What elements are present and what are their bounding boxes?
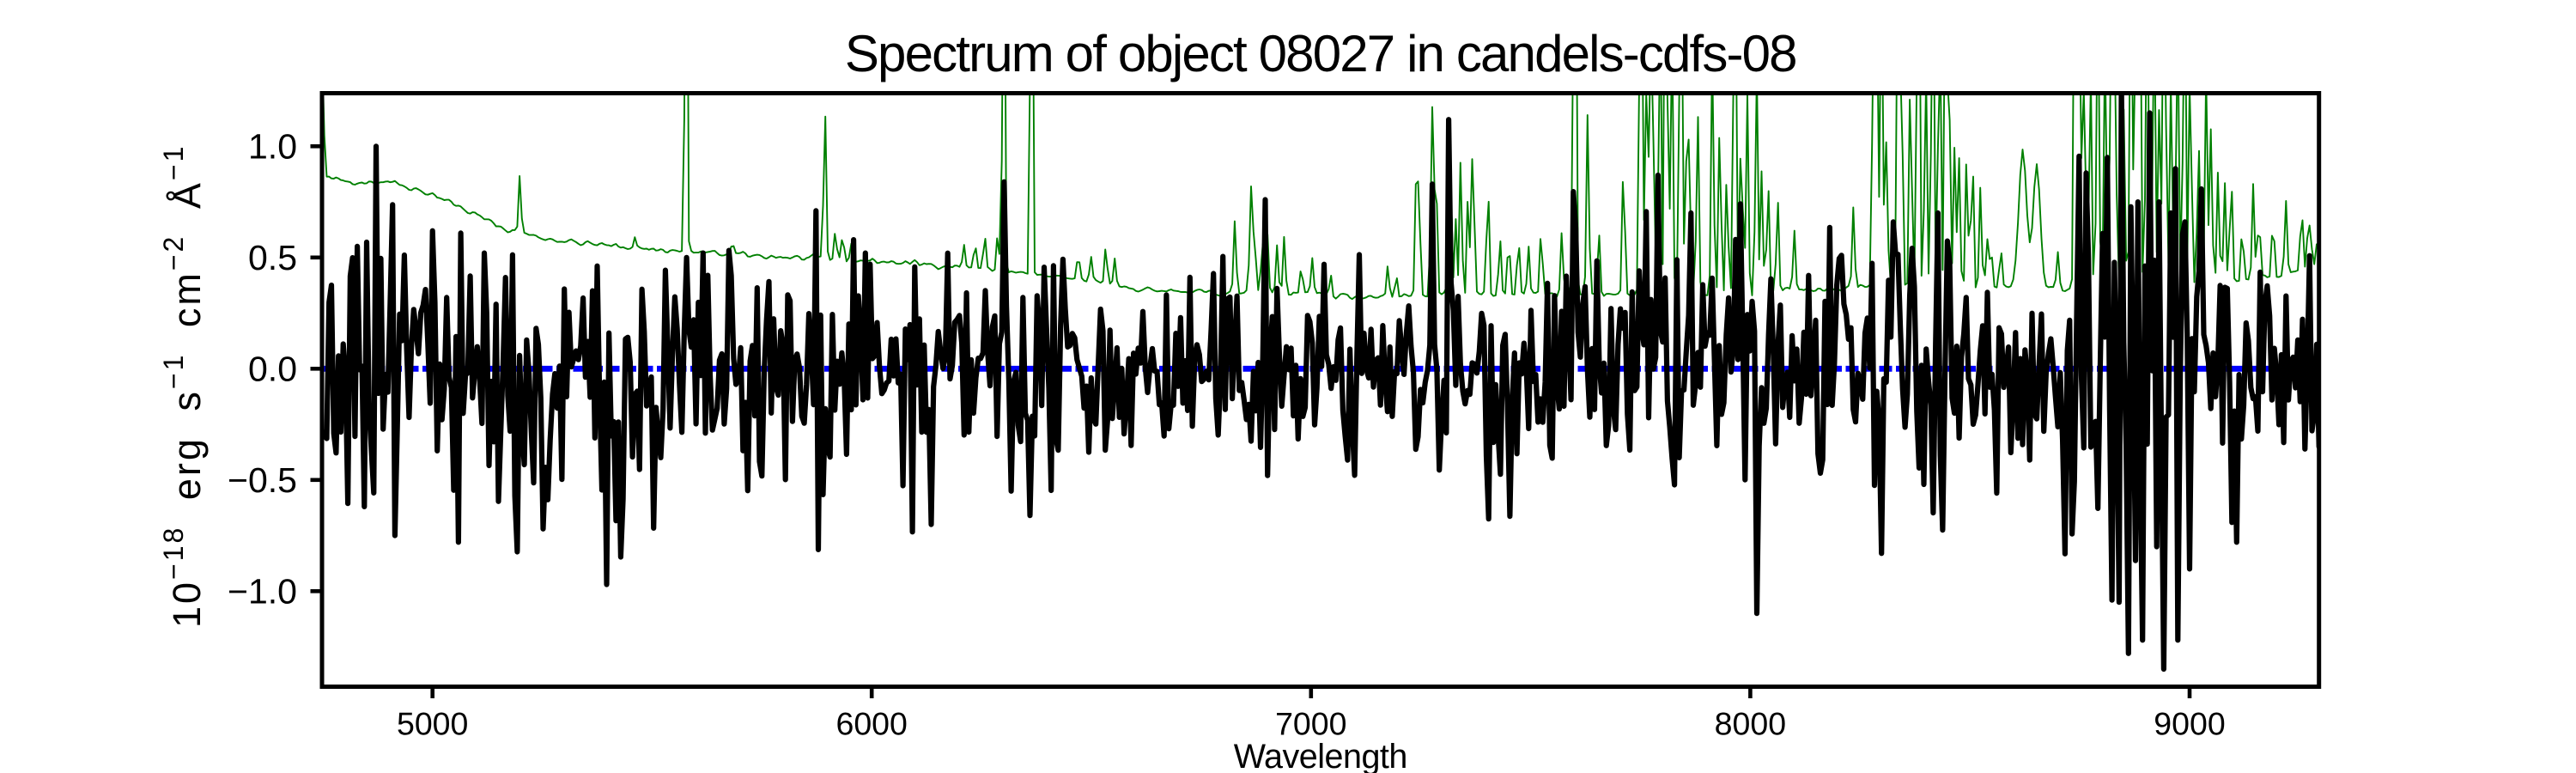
svg-text:−1.0: −1.0	[228, 571, 297, 611]
svg-text:7000: 7000	[1275, 706, 1346, 742]
svg-text:8000: 8000	[1715, 706, 1786, 742]
svg-text:0.5: 0.5	[248, 238, 297, 277]
svg-text:Wavelength: Wavelength	[1234, 738, 1407, 773]
svg-text:0.0: 0.0	[248, 349, 297, 388]
svg-text:9000: 9000	[2154, 706, 2225, 742]
svg-text:6000: 6000	[835, 706, 907, 742]
svg-text:1.0: 1.0	[248, 126, 297, 166]
svg-text:Spectrum of object 08027 in ca: Spectrum of object 08027 in candels-cdfs…	[845, 25, 1796, 82]
svg-text:−0.5: −0.5	[228, 460, 297, 500]
svg-text:5000: 5000	[397, 706, 468, 742]
